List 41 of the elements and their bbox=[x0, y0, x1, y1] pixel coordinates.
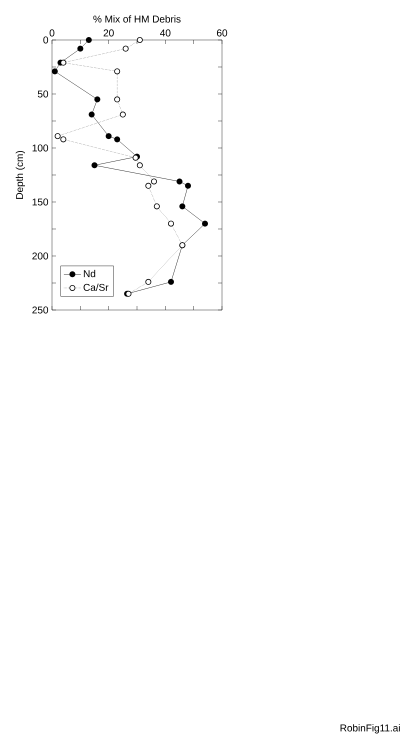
point bbox=[120, 112, 126, 118]
y-tick-label: 0 bbox=[43, 36, 48, 44]
y-tick-label: 50 bbox=[38, 90, 48, 98]
point bbox=[168, 278, 174, 285]
point bbox=[151, 178, 157, 184]
point bbox=[88, 112, 95, 118]
point bbox=[52, 68, 58, 74]
x-tick-label: 40 bbox=[160, 29, 170, 36]
point bbox=[86, 36, 92, 43]
point bbox=[77, 46, 84, 52]
point bbox=[136, 162, 143, 168]
x-axis-title: % Mix of HM Debris bbox=[93, 15, 181, 23]
point bbox=[94, 96, 100, 102]
point bbox=[114, 96, 120, 102]
point bbox=[185, 182, 191, 189]
y-tick-label: 200 bbox=[32, 252, 48, 260]
point bbox=[92, 162, 98, 168]
point bbox=[168, 220, 174, 227]
point bbox=[114, 136, 120, 142]
x-tick-label: 60 bbox=[216, 29, 228, 36]
point bbox=[106, 133, 112, 140]
y-axis-title: Depth (cm) bbox=[16, 150, 26, 199]
point bbox=[60, 136, 66, 142]
point bbox=[145, 278, 152, 285]
x-tick-label: 0 bbox=[50, 29, 54, 36]
point bbox=[136, 36, 143, 43]
legend-label: Ca/Sr bbox=[84, 284, 108, 291]
point bbox=[114, 68, 120, 74]
legend-label: Nd bbox=[84, 270, 96, 278]
y-tick-label: 100 bbox=[32, 144, 48, 152]
point bbox=[145, 182, 152, 189]
text: RobinFig11.ai bbox=[340, 724, 400, 734]
point bbox=[202, 220, 208, 227]
point bbox=[54, 133, 61, 140]
x-tick-label: 20 bbox=[104, 29, 114, 36]
point bbox=[154, 203, 160, 210]
y-tick-label: 250 bbox=[32, 306, 48, 314]
y-tick-label: 150 bbox=[32, 198, 48, 206]
point bbox=[179, 203, 186, 210]
point bbox=[176, 178, 182, 184]
point bbox=[122, 46, 129, 52]
